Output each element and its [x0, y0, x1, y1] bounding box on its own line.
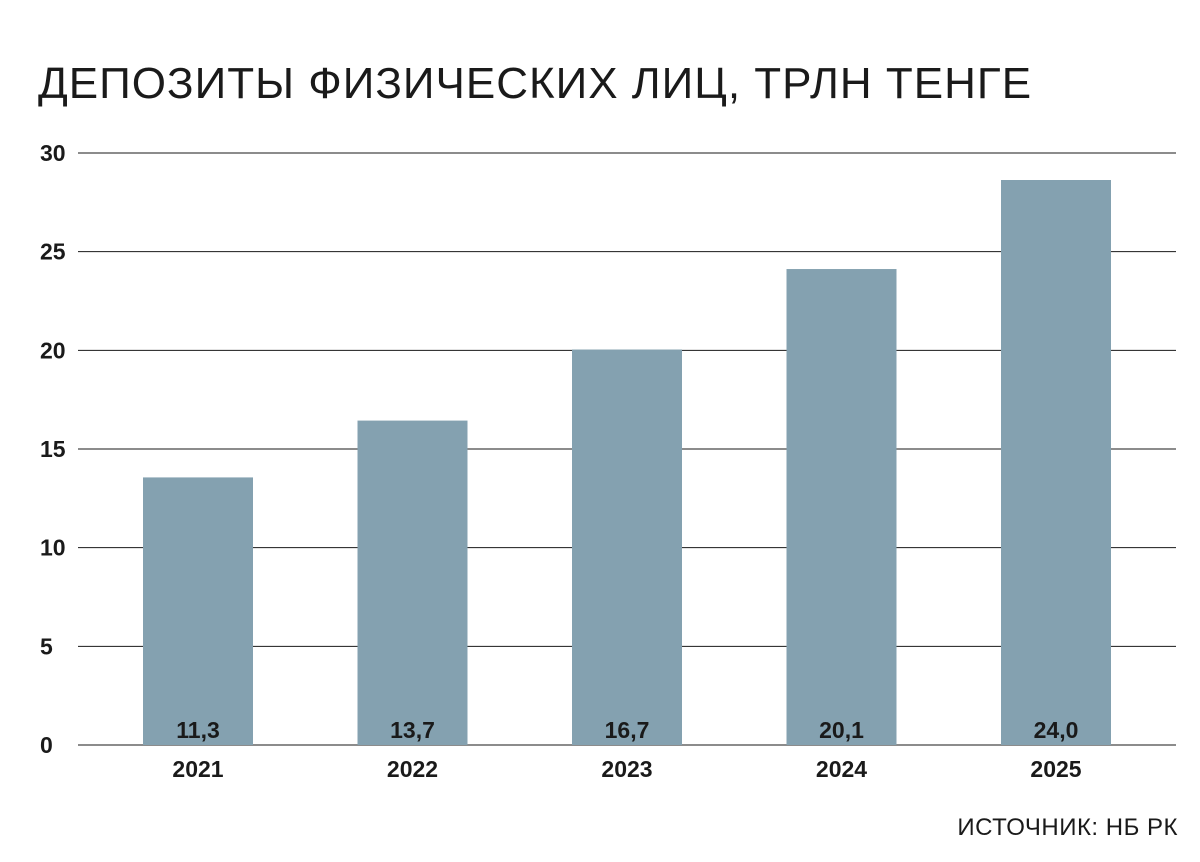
x-tick-label: 2025	[1030, 756, 1081, 782]
bars	[143, 180, 1111, 745]
bar-value-label: 16,7	[605, 717, 650, 743]
y-tick-label: 5	[40, 633, 53, 659]
y-tick-label: 25	[40, 239, 66, 265]
y-tick-label: 0	[40, 732, 53, 758]
y-axis-ticks: 0 5 10 15 20 25 30	[40, 140, 66, 758]
x-tick-label: 2024	[816, 756, 867, 782]
bar	[357, 420, 468, 745]
bar-value-label: 24,0	[1034, 717, 1079, 743]
source-note: ИСТОЧНИК: НБ РК	[957, 814, 1178, 841]
x-axis-ticks: 2021 2022 2023 2024 2025	[172, 756, 1081, 782]
y-tick-label: 10	[40, 535, 66, 561]
chart-title: ДЕПОЗИТЫ ФИЗИЧЕСКИХ ЛИЦ, ТРЛН ТЕНГЕ	[38, 59, 1033, 108]
y-tick-label: 15	[40, 436, 66, 462]
value-labels: 11,3 13,7 16,7 20,1 24,0	[176, 717, 1078, 743]
bar-value-label: 13,7	[390, 717, 435, 743]
y-tick-label: 30	[40, 140, 66, 166]
x-tick-label: 2022	[387, 756, 438, 782]
bar	[572, 349, 682, 745]
x-tick-label: 2023	[601, 756, 652, 782]
bar	[1001, 180, 1111, 745]
bar-value-label: 11,3	[176, 717, 220, 743]
bar-value-label: 20,1	[819, 717, 864, 743]
y-tick-label: 20	[40, 337, 66, 363]
x-tick-label: 2021	[172, 756, 223, 782]
bar	[786, 269, 897, 745]
bar	[143, 477, 253, 745]
